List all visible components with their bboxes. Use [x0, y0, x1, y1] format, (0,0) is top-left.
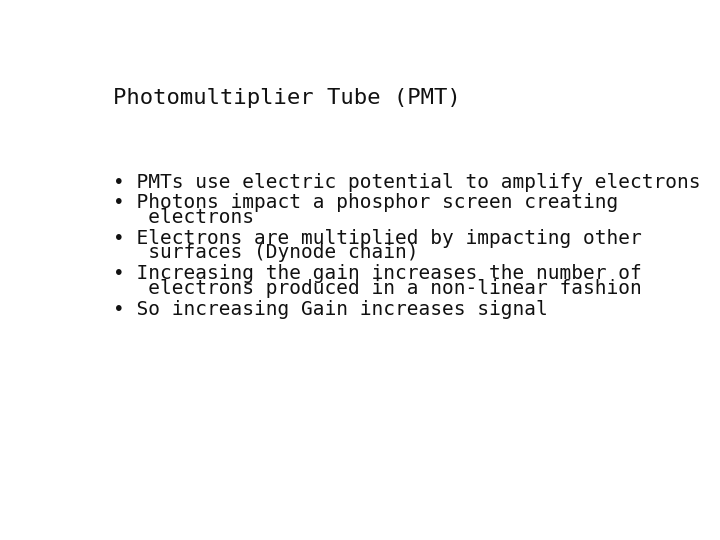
Text: • Electrons are multiplied by impacting other: • Electrons are multiplied by impacting …: [113, 229, 642, 248]
Text: • So increasing Gain increases signal: • So increasing Gain increases signal: [113, 300, 548, 319]
Text: • PMTs use electric potential to amplify electrons: • PMTs use electric potential to amplify…: [113, 173, 701, 192]
Text: • Photons impact a phosphor screen creating: • Photons impact a phosphor screen creat…: [113, 193, 618, 212]
Text: surfaces (Dynode chain): surfaces (Dynode chain): [113, 244, 419, 262]
Text: electrons: electrons: [113, 208, 254, 227]
Text: electrons produced in a non-linear fashion: electrons produced in a non-linear fashi…: [113, 279, 642, 298]
Text: • Increasing the gain increases the number of: • Increasing the gain increases the numb…: [113, 264, 642, 283]
Text: Photomultiplier Tube (PMT): Photomultiplier Tube (PMT): [113, 88, 461, 108]
